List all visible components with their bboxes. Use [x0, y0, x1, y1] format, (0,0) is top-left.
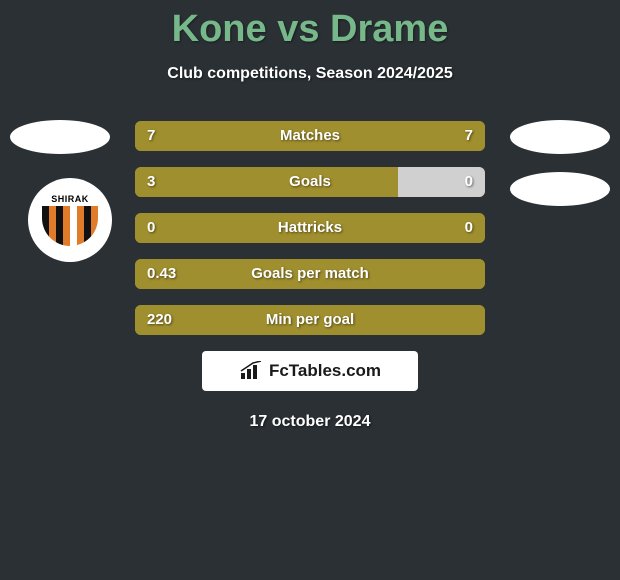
stat-label: Goals: [135, 167, 485, 197]
stat-value-left: 7: [147, 121, 155, 151]
club-logo-stripes: [42, 206, 98, 246]
stat-value-left: 3: [147, 167, 155, 197]
footer-brand-badge: FcTables.com: [202, 351, 418, 391]
stat-row: Min per goal220: [135, 305, 485, 335]
stat-value-left: 0.43: [147, 259, 176, 289]
date-text: 17 october 2024: [0, 413, 620, 431]
stat-row: Goals3 0: [135, 167, 485, 197]
stat-row: Matches7 7: [135, 121, 485, 151]
stat-value-left: 220: [147, 305, 172, 335]
club-logo: SHIRAK: [28, 178, 112, 262]
stat-label: Min per goal: [135, 305, 485, 335]
stat-value-right: 0: [465, 167, 473, 197]
stat-value-left: 0: [147, 213, 155, 243]
footer-brand-text: FcTables.com: [269, 361, 381, 381]
club-logo-text: SHIRAK: [51, 194, 89, 204]
page-title: Kone vs Drame: [0, 0, 620, 51]
stat-value-right: 0: [465, 213, 473, 243]
chart-icon: [239, 361, 265, 381]
player-badge-right: [510, 120, 610, 154]
player-badge-left: [10, 120, 110, 154]
stat-label: Hattricks: [135, 213, 485, 243]
stat-row: Hattricks0 0: [135, 213, 485, 243]
stat-label: Goals per match: [135, 259, 485, 289]
stats-container: Matches77Goals30Hattricks00Goals per mat…: [135, 121, 485, 335]
stat-value-right: 7: [465, 121, 473, 151]
stat-row: Goals per match0.43: [135, 259, 485, 289]
subtitle: Club competitions, Season 2024/2025: [0, 65, 620, 83]
stat-label: Matches: [135, 121, 485, 151]
player-badge-right-2: [510, 172, 610, 206]
